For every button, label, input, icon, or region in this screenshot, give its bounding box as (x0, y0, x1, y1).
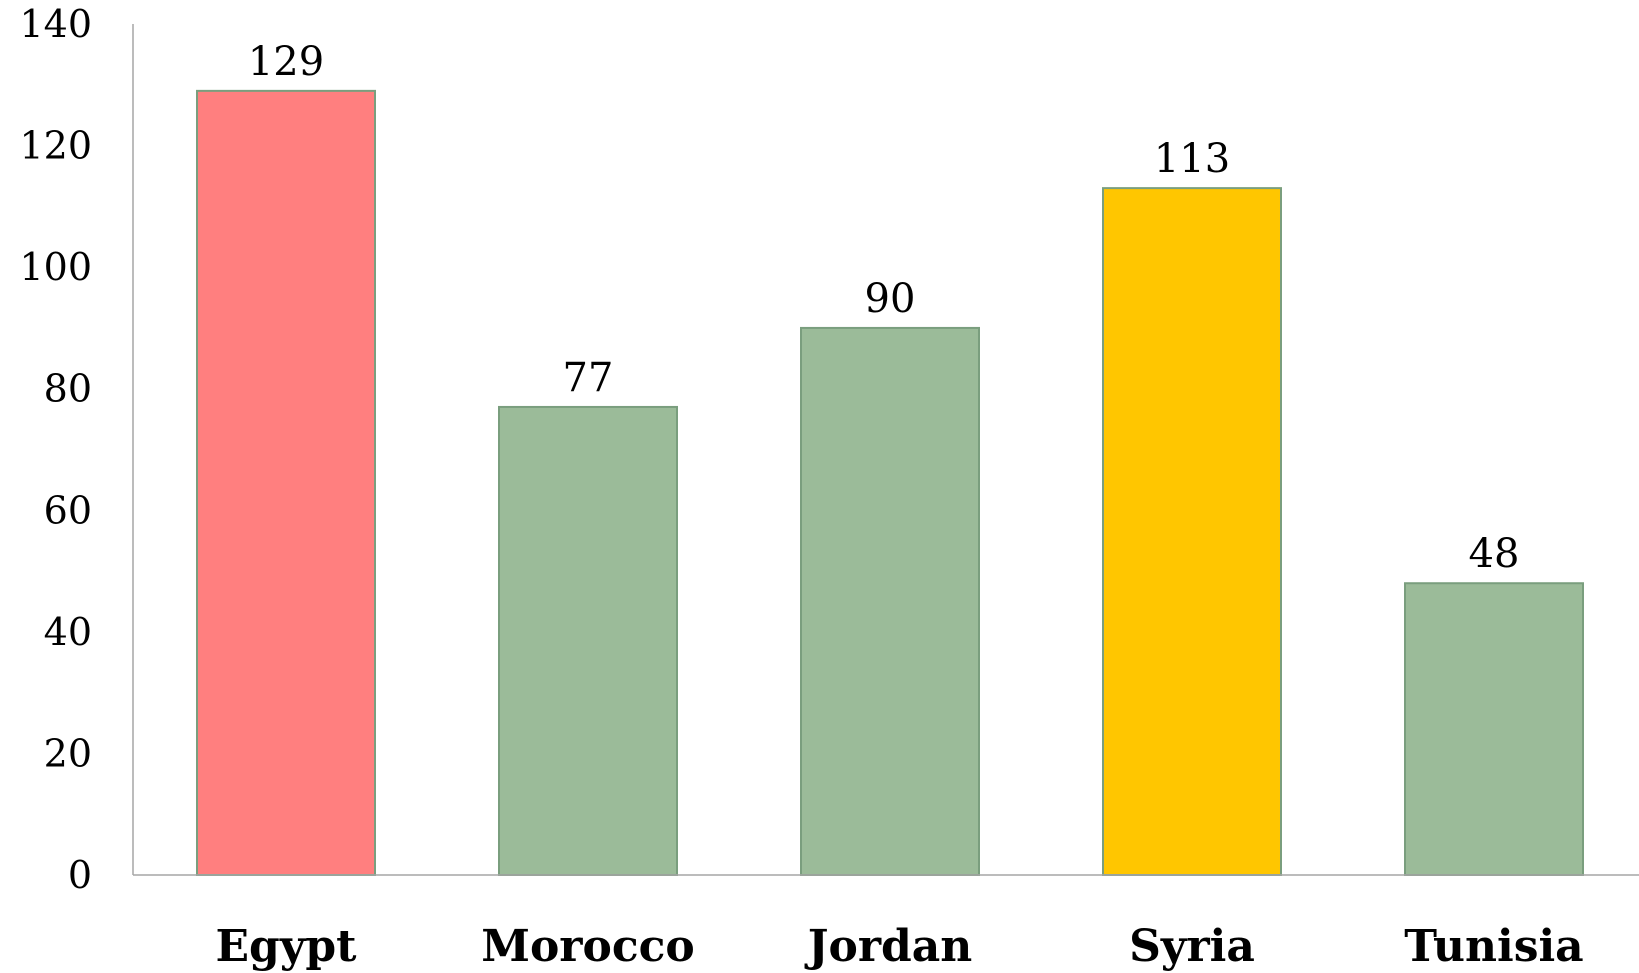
y-tick-label: 60 (44, 488, 92, 532)
y-axis-ticks: 0 20 40 60 80 100 120 140 (19, 2, 92, 897)
y-tick-label: 40 (44, 610, 92, 654)
bar-tunisia (1404, 582, 1584, 876)
bar-jordan (800, 326, 980, 876)
x-tick-label: Tunisia (1404, 921, 1583, 972)
y-tick-label: 0 (68, 853, 92, 897)
y-tick-label: 100 (19, 245, 92, 289)
bar-syria (1102, 187, 1282, 877)
data-labels-group: 129 77 90 113 48 (248, 39, 1520, 577)
y-tick-label: 120 (19, 124, 92, 168)
bar-egypt (196, 89, 376, 877)
x-tick-label: Syria (1129, 921, 1255, 972)
y-tick-label: 20 (44, 731, 92, 775)
x-tick-label: Egypt (216, 921, 358, 972)
data-label: 48 (1469, 531, 1520, 577)
x-tick-label: Morocco (481, 921, 695, 972)
bar-morocco (498, 405, 678, 876)
y-tick-label: 80 (44, 367, 92, 411)
data-label: 113 (1154, 136, 1230, 182)
x-tick-label: Jordan (804, 921, 973, 972)
data-label: 77 (563, 355, 614, 401)
data-label: 129 (248, 39, 324, 85)
y-tick-label: 140 (19, 2, 92, 46)
data-label: 90 (865, 276, 916, 322)
x-axis-labels: Egypt Morocco Jordan Syria Tunisia (216, 921, 1584, 972)
bars-group (196, 89, 1584, 877)
